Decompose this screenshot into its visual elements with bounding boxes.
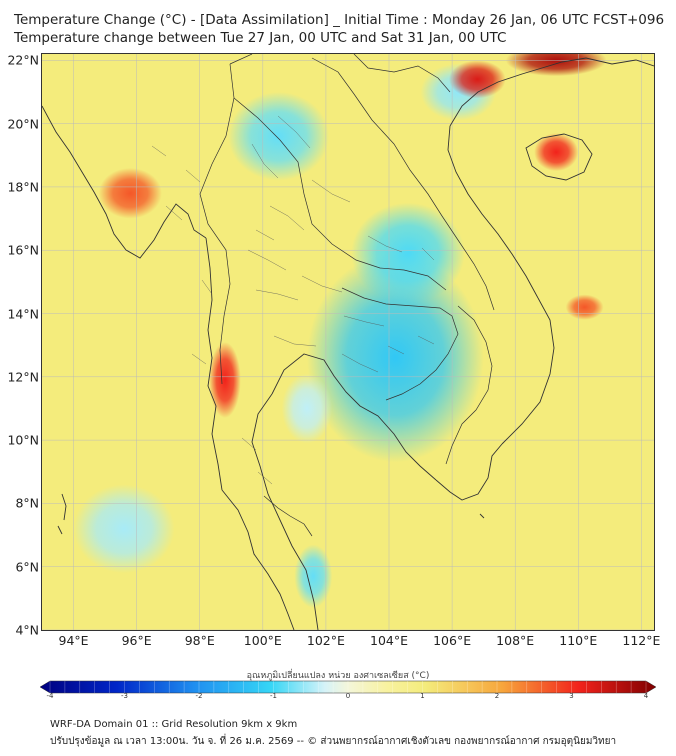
anomaly-hanoi-area-warming bbox=[448, 60, 506, 99]
graticule bbox=[42, 54, 654, 630]
colorbar-title: อุณหภูมิเปลี่ยนแปลง หน่วย องศาเซลเซียส (… bbox=[246, 671, 430, 681]
latitude-label: 14°N bbox=[7, 306, 39, 322]
colorbar bbox=[40, 680, 656, 694]
colorbar-tick-label: -1 bbox=[270, 692, 277, 700]
anomaly-gulf-of-tonkin-north-warming bbox=[505, 54, 607, 77]
colorbar-ticks bbox=[49, 681, 647, 693]
latitude-label: 6°N bbox=[15, 559, 39, 575]
footer-credit: ปรับปรุงข้อมูล ณ เวลา 13:00น. วัน จ. ที่… bbox=[50, 736, 617, 747]
hainan-island bbox=[525, 133, 593, 181]
andaman-islands bbox=[57, 493, 67, 535]
longitude-label: 112°E bbox=[622, 633, 661, 648]
border-laos-vietnam bbox=[311, 57, 495, 311]
latitude-label: 10°N bbox=[7, 432, 39, 448]
border-thailand-laos bbox=[233, 97, 447, 291]
map-canvas bbox=[42, 54, 654, 630]
longitude-label: 98°E bbox=[184, 633, 215, 648]
anomaly-central-thailand-cambodia-cooling bbox=[306, 253, 484, 463]
border-cambodia-vietnam bbox=[445, 305, 493, 465]
colorbar-tick-label: 2 bbox=[494, 692, 500, 700]
longitude-label: 96°E bbox=[121, 633, 152, 648]
coastline-gulf-of-tonkin bbox=[449, 57, 654, 127]
latitude-label: 22°N bbox=[7, 52, 39, 68]
anomaly-myanmar-coast-warming bbox=[98, 167, 162, 219]
colorbar-tick-label: 0 bbox=[345, 692, 351, 700]
border-thailand-malaysia bbox=[263, 495, 313, 537]
anomaly-malay-peninsula-cooling bbox=[294, 544, 333, 608]
anomaly-tenasserim-warming bbox=[209, 342, 241, 418]
border-thailand-cambodia bbox=[341, 287, 459, 401]
coastline-gulf-of-thailand-north bbox=[271, 353, 437, 481]
coastline-mekong-delta bbox=[435, 443, 503, 501]
country-borders bbox=[199, 54, 495, 537]
anomaly-gulf-of-thailand-cooling bbox=[281, 373, 333, 444]
colorbar-bar bbox=[40, 680, 656, 694]
latitude-label: 16°N bbox=[7, 242, 39, 258]
province-borders bbox=[151, 115, 435, 485]
coastline-vietnam-central bbox=[447, 125, 539, 299]
colorbar-tick-label: -3 bbox=[121, 692, 128, 700]
map-title: Temperature Change (°C) - [Data Assimila… bbox=[14, 12, 665, 28]
anomaly-hainan-warming bbox=[534, 133, 579, 172]
latitude-label: 20°N bbox=[7, 116, 39, 132]
longitude-label: 106°E bbox=[433, 633, 472, 648]
colorbar-tick-label: 4 bbox=[643, 692, 649, 700]
latitude-label: 18°N bbox=[7, 179, 39, 195]
longitude-label: 100°E bbox=[243, 633, 282, 648]
map-subtitle: Temperature change between Tue 27 Jan, 0… bbox=[14, 30, 507, 46]
latitude-label: 12°N bbox=[7, 369, 39, 385]
border-china-north bbox=[229, 54, 451, 93]
anomaly-andaman-sea-cooling bbox=[73, 484, 175, 574]
longitude-label: 110°E bbox=[559, 633, 598, 648]
colorbar-tick-label: -4 bbox=[46, 692, 54, 700]
coastline-malay-east bbox=[251, 393, 319, 630]
temperature-change-map[interactable] bbox=[41, 53, 655, 631]
latitude-label: 8°N bbox=[15, 495, 39, 511]
border-myanmar-thailand bbox=[199, 63, 235, 385]
anomaly-northeast-thailand-cooling bbox=[351, 202, 465, 305]
colorbar-tick-label: 1 bbox=[420, 692, 425, 700]
longitude-label: 104°E bbox=[369, 633, 409, 648]
coastline-tenasserim bbox=[205, 237, 223, 491]
longitude-label: 108°E bbox=[496, 633, 535, 648]
con-dao-island bbox=[479, 513, 485, 519]
colorbar-tick-label: -2 bbox=[195, 692, 203, 700]
footer-model-info: WRF-DA Domain 01 :: Grid Resolution 9km … bbox=[50, 719, 298, 730]
coastline-malay-peninsula bbox=[221, 489, 295, 630]
longitude-label: 94°E bbox=[58, 633, 89, 648]
coastline-myanmar-west bbox=[42, 105, 207, 259]
coastline-vietnam-south bbox=[501, 297, 555, 445]
anomaly-field bbox=[73, 54, 607, 608]
latitude-label: 4°N bbox=[15, 622, 39, 638]
colorbar-tick-label: 3 bbox=[569, 692, 574, 700]
anomaly-south-china-sea-warming bbox=[565, 294, 604, 320]
longitude-label: 102°E bbox=[306, 633, 345, 648]
coastlines bbox=[42, 57, 654, 630]
